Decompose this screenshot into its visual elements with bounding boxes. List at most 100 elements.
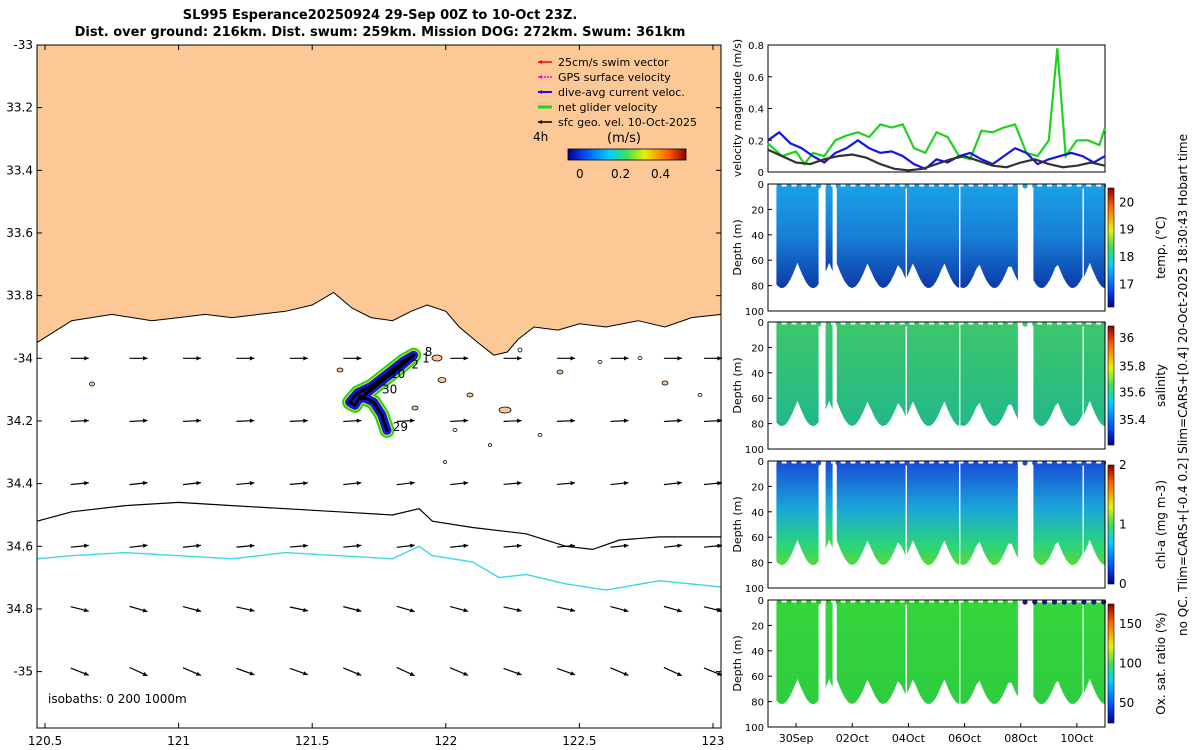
vector-arrow [70, 356, 89, 361]
vector-arrow [449, 667, 469, 676]
salinity-surface-point [825, 321, 832, 327]
temp-colorbar-tick-label: 18 [1119, 250, 1134, 264]
oxygen-surface-point [806, 599, 812, 605]
map-y-tick-label: -35 [13, 665, 33, 679]
vector-arrow [129, 356, 148, 361]
legend-item-swim-vector: 25cm/s swim vector [538, 56, 669, 69]
date-tick-label: 06Oct [948, 732, 982, 745]
velocity-series-0 [767, 48, 1107, 167]
temp-surface-point [1091, 183, 1097, 189]
vector-arrow [663, 605, 683, 613]
oxygen-profile-block [1083, 602, 1105, 705]
salinity-colorbar-tick-label: 36 [1119, 331, 1134, 345]
vector-arrow [289, 667, 309, 676]
salinity-profile-block [1083, 324, 1105, 427]
map-y-tick-label: 33.2 [6, 101, 33, 115]
isobath-200m-line [36, 545, 722, 591]
velocity-y-tick-label: 0 [758, 168, 764, 179]
temp-surface-point [1051, 183, 1058, 189]
map-y-tick-label: 34.8 [6, 602, 33, 616]
vector-arrow [289, 356, 308, 361]
salinity-surface-point [806, 321, 812, 327]
salinity-surface-point [1042, 321, 1048, 327]
salinity-surface-point [904, 321, 910, 327]
legend-colorbar-title: (m/s) [607, 131, 641, 146]
vector-arrow [343, 356, 362, 361]
chl-a-profile-block [1083, 463, 1105, 566]
temp-surface-point [933, 183, 940, 189]
map-x-tick-label: 121 [167, 734, 190, 748]
vector-arrow [343, 667, 362, 676]
legend-item-sfc-geo-velocity: sfc geo. vel. 10-Oct-2025 [538, 116, 697, 129]
track-label-5: 8 [425, 345, 433, 359]
vector-arrow [236, 481, 255, 486]
temp-surface-point [1081, 183, 1087, 189]
vector-arrow [236, 418, 255, 423]
temp-colorbar-tick-label: 20 [1119, 195, 1134, 209]
vector-arrow [663, 418, 682, 423]
oxygen-y-label: Depth (m) [731, 635, 744, 691]
oxygen-surface-point [992, 599, 999, 605]
temp-profile-block [907, 186, 959, 288]
salinity-surface-point [1061, 321, 1067, 327]
salinity-surface-point [943, 321, 949, 327]
oxygen-surface-point [1042, 599, 1048, 605]
track-label-3: 2 [411, 358, 419, 372]
salinity-surface-point [1032, 321, 1038, 327]
oxygen-colorbar-tick-label: 150 [1119, 617, 1142, 631]
salinity-colorbar-label: salinity [1154, 364, 1168, 407]
vector-arrow [556, 481, 576, 486]
map-y-tick-label: 34.4 [6, 477, 33, 491]
salinity-surface-point [1012, 321, 1018, 327]
chl-a-surface-point [1032, 460, 1038, 466]
vector-arrow [289, 418, 308, 423]
salinity-colorbar [1107, 325, 1115, 446]
side-caption: no QC. Tlim=CARS+[-0.4 0.2] Slim=CARS+[0… [1176, 134, 1190, 636]
date-tick-label: 08Oct [1004, 732, 1038, 745]
vector-arrow [182, 356, 201, 361]
chl-a-surface-point [973, 460, 979, 466]
section-panel-salinity: 0 20 40 60 80 100 Depth (m) 35.4 35.6 35.8 36 salin… [731, 318, 1168, 456]
track-label-1: 30 [382, 383, 397, 397]
temp-y-tick-label: 0 [758, 180, 764, 191]
chl-a-profile-block [776, 463, 819, 566]
chl-a-profile-block [907, 463, 959, 565]
temp-surface-point [904, 183, 910, 189]
chl-a-surface-point [835, 460, 841, 466]
vector-arrow [70, 418, 89, 423]
vector-arrow [503, 606, 522, 613]
vector-arrow [610, 418, 629, 423]
salinity-colorbar-tick-label: 35.6 [1119, 386, 1146, 400]
oxygen-surface-point [786, 599, 792, 605]
track-label-2: 1 [361, 389, 369, 403]
temp-surface-point [855, 183, 861, 189]
oxygen-surface-point [904, 599, 910, 605]
chl-a-profile-block [960, 463, 1018, 566]
oxygen-surface-point [855, 599, 861, 605]
temp-y-tick-label: 20 [751, 205, 764, 216]
oxygen-colorbar-tick-label: 100 [1119, 657, 1142, 671]
map-x-tick-label: 123 [702, 734, 725, 748]
velocity-series-1 [767, 130, 1106, 171]
salinity-surface-point [776, 321, 782, 327]
oxygen-surface-point [1022, 599, 1028, 605]
oxygen-surface-point [1032, 599, 1038, 605]
chl-a-surface-point [904, 460, 910, 466]
vector-arrow [610, 356, 629, 361]
oxygen-surface-point [865, 599, 871, 605]
oxygen-surface-point [1002, 599, 1008, 605]
temp-profile-block [776, 186, 819, 289]
vector-arrow [343, 418, 362, 423]
velocity-series-2 [767, 148, 1106, 172]
vector-arrow [343, 480, 362, 486]
temp-profile-block [960, 186, 1018, 289]
vector-arrow [557, 418, 576, 423]
chl-a-surface-point [786, 460, 792, 466]
temp-surface-point [983, 183, 989, 189]
temp-profile-block [836, 186, 906, 289]
temp-surface-point [973, 183, 979, 189]
chl-a-surface-point [1071, 460, 1077, 466]
salinity-profile-block [960, 324, 1018, 427]
oxygen-colorbar-tick-label: 50 [1119, 696, 1134, 710]
vector-arrow [236, 606, 255, 613]
